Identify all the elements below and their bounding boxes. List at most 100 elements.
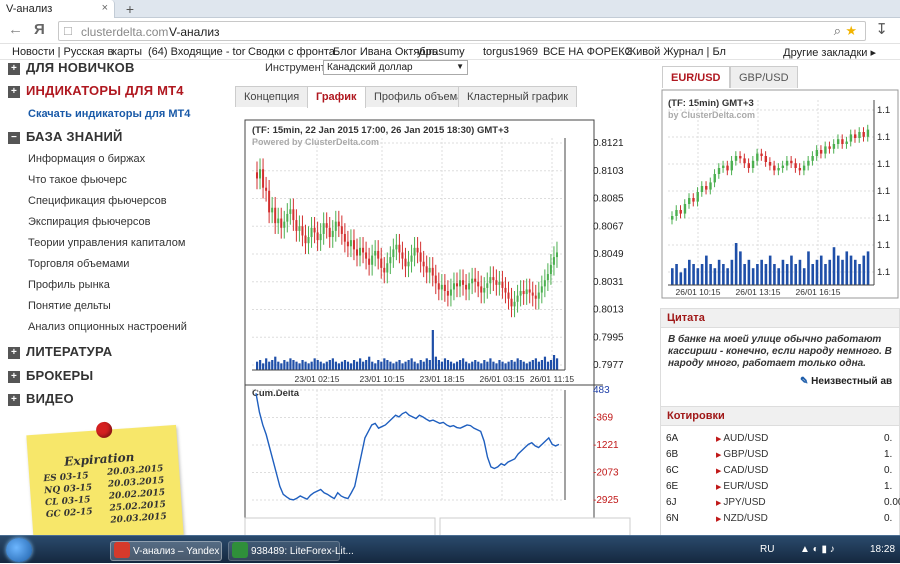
quote-row[interactable]: 6B GBP/USD 1. xyxy=(666,449,900,464)
candle xyxy=(349,240,352,247)
quote-pair: NZD/USD xyxy=(716,513,767,524)
mini-candle xyxy=(798,168,802,171)
mini-candle xyxy=(768,162,772,166)
tab-1[interactable]: Концепция xyxy=(235,86,309,107)
section-label: ЛИТЕРАТУРА xyxy=(26,344,113,359)
candle xyxy=(534,295,537,299)
start-button[interactable] xyxy=(6,538,32,562)
tab-3[interactable]: Профиль объема xyxy=(365,86,473,107)
section-video[interactable]: + ВИДЕО xyxy=(8,391,74,406)
title-bar: V-анализ × + xyxy=(0,0,900,18)
section-brokers[interactable]: + БРОКЕРЫ xyxy=(8,368,93,383)
section-knowledge[interactable]: − БАЗА ЗНАНИЙ xyxy=(8,129,123,144)
yandex-logo-icon[interactable]: Я xyxy=(34,21,45,38)
knowledge-item[interactable]: Информация о биржах xyxy=(28,153,146,165)
browser-tab[interactable]: V-анализ × xyxy=(0,0,115,18)
knowledge-item[interactable]: Анализ опционных настроений xyxy=(28,321,187,333)
section-novice[interactable]: + ДЛЯ НОВИЧКОВ xyxy=(8,60,135,75)
mini-volume-bar xyxy=(858,264,861,285)
quote-row[interactable]: 6A AUD/USD 0. xyxy=(666,433,900,448)
info-box-right xyxy=(439,517,631,535)
volume-bar xyxy=(495,363,498,370)
quote-row[interactable]: 6C CAD/USD 0. xyxy=(666,465,900,480)
bookmark-item[interactable]: yurasumy xyxy=(417,46,465,58)
quote-row[interactable]: 6E EUR/USD 1. xyxy=(666,481,900,496)
quote-pair: CAD/USD xyxy=(716,465,768,476)
bookmark-item[interactable]: Живой Журнал | Бл xyxy=(626,46,726,58)
mini-volume-bar xyxy=(790,255,793,285)
bookmark-item[interactable]: Сводки с фронта xyxy=(248,46,335,58)
mini-y-tick: 1.1 xyxy=(877,159,890,170)
candle xyxy=(274,207,277,224)
mini-candle xyxy=(722,165,725,168)
mini-candle xyxy=(790,160,793,164)
knowledge-item[interactable]: Профиль рынка xyxy=(28,279,110,291)
bookmark-item[interactable]: ВСЕ НА ФОРЕКС xyxy=(543,46,633,58)
quote-symbol: 6E xyxy=(666,481,679,492)
mini-candle xyxy=(700,186,704,192)
mini-volume-bar xyxy=(798,259,802,285)
volume-bar xyxy=(501,361,504,370)
candle xyxy=(413,247,416,256)
expand-icon: + xyxy=(8,371,20,383)
download-icon[interactable]: ↧ xyxy=(875,21,888,38)
mini-candle xyxy=(819,150,823,154)
address-bar[interactable]: □ clusterdelta.com V-анализ ⌕ ★ xyxy=(58,21,866,41)
quote-row[interactable]: 6J JPY/USD 0.00 xyxy=(666,497,900,512)
knowledge-item[interactable]: Теории управления капиталом xyxy=(28,237,186,249)
section-literature[interactable]: + ЛИТЕРАТУРА xyxy=(8,344,112,359)
tab-eurusd[interactable]: EUR/USD xyxy=(662,66,730,88)
candle xyxy=(519,291,522,296)
instrument-select[interactable]: Канадский доллар ▼ xyxy=(323,60,468,75)
taskbar-app[interactable]: 938489: LiteForex-Lit... xyxy=(228,541,354,561)
language-indicator[interactable]: RU xyxy=(760,544,775,555)
bookmark-star-icon[interactable]: ★ xyxy=(845,23,857,38)
candle xyxy=(289,209,292,214)
clock[interactable]: 18:28 xyxy=(870,544,896,555)
taskbar-app[interactable]: V-анализ – Yandex xyxy=(110,541,222,561)
knowledge-item[interactable]: Понятие дельты xyxy=(28,300,111,312)
quote-row[interactable]: 6N NZD/USD 0. xyxy=(666,513,900,528)
mini-candle xyxy=(785,160,789,166)
candle xyxy=(471,278,474,284)
knowledge-item[interactable]: Что такое фьючерс xyxy=(28,174,127,186)
candle xyxy=(259,169,262,179)
knowledge-item[interactable]: Экспирация фьючерсов xyxy=(28,216,151,228)
mini-volume-bar xyxy=(853,259,857,285)
tab-gbpusd[interactable]: GBP/USD xyxy=(730,66,798,88)
bookmark-item[interactable]: карты xyxy=(112,46,142,58)
bookmark-item[interactable]: Блог Ивана Октябрь xyxy=(333,46,438,58)
candle xyxy=(446,291,449,296)
mini-chart-svg: (TF: 15min) GMT+3by ClusterDelta.com 1.1 1… xyxy=(661,89,899,299)
candle xyxy=(416,247,419,253)
bookmark-item[interactable]: (64) Входящие - tor xyxy=(148,46,246,58)
volume-bar xyxy=(292,360,295,370)
volume-bar xyxy=(483,360,486,370)
knowledge-item[interactable]: Торговля объемами xyxy=(28,258,130,270)
mini-volume-bar xyxy=(700,264,704,285)
mini-volume-bar xyxy=(679,272,683,285)
mini-candle xyxy=(845,141,848,144)
tab-close-icon[interactable]: × xyxy=(101,2,108,14)
tab-4[interactable]: Кластерный график xyxy=(458,86,578,107)
mt4-download-link[interactable]: Скачать индикаторы для МТ4 xyxy=(28,108,191,120)
candle xyxy=(465,284,468,290)
candle xyxy=(262,169,265,188)
other-bookmarks[interactable]: Другие закладки ▸ xyxy=(783,47,876,59)
back-icon[interactable]: ← xyxy=(8,21,23,38)
volume-bar xyxy=(504,363,507,370)
tray-icons[interactable]: ▲ ◐ ▮ ♪ xyxy=(800,544,835,555)
section-indicators[interactable]: + ИНДИКАТОРЫ ДЛЯ МТ4 xyxy=(8,83,184,98)
volume-bar xyxy=(455,361,459,370)
volume-bar xyxy=(434,356,437,370)
bookmark-item[interactable]: torgus1969 xyxy=(483,46,539,58)
volume-bar xyxy=(346,361,350,370)
quote-text: В банке на моей улице обычно работают ка… xyxy=(668,334,892,369)
knowledge-item[interactable]: Спецификация фьючерсов xyxy=(28,195,167,207)
search-icon[interactable]: ⌕ xyxy=(833,23,841,38)
new-tab-button[interactable]: + xyxy=(125,1,135,17)
volume-bar xyxy=(352,360,356,370)
volume-bar xyxy=(474,360,477,370)
bookmark-item[interactable]: Новости | Русская в xyxy=(12,46,114,58)
candle xyxy=(383,267,386,273)
